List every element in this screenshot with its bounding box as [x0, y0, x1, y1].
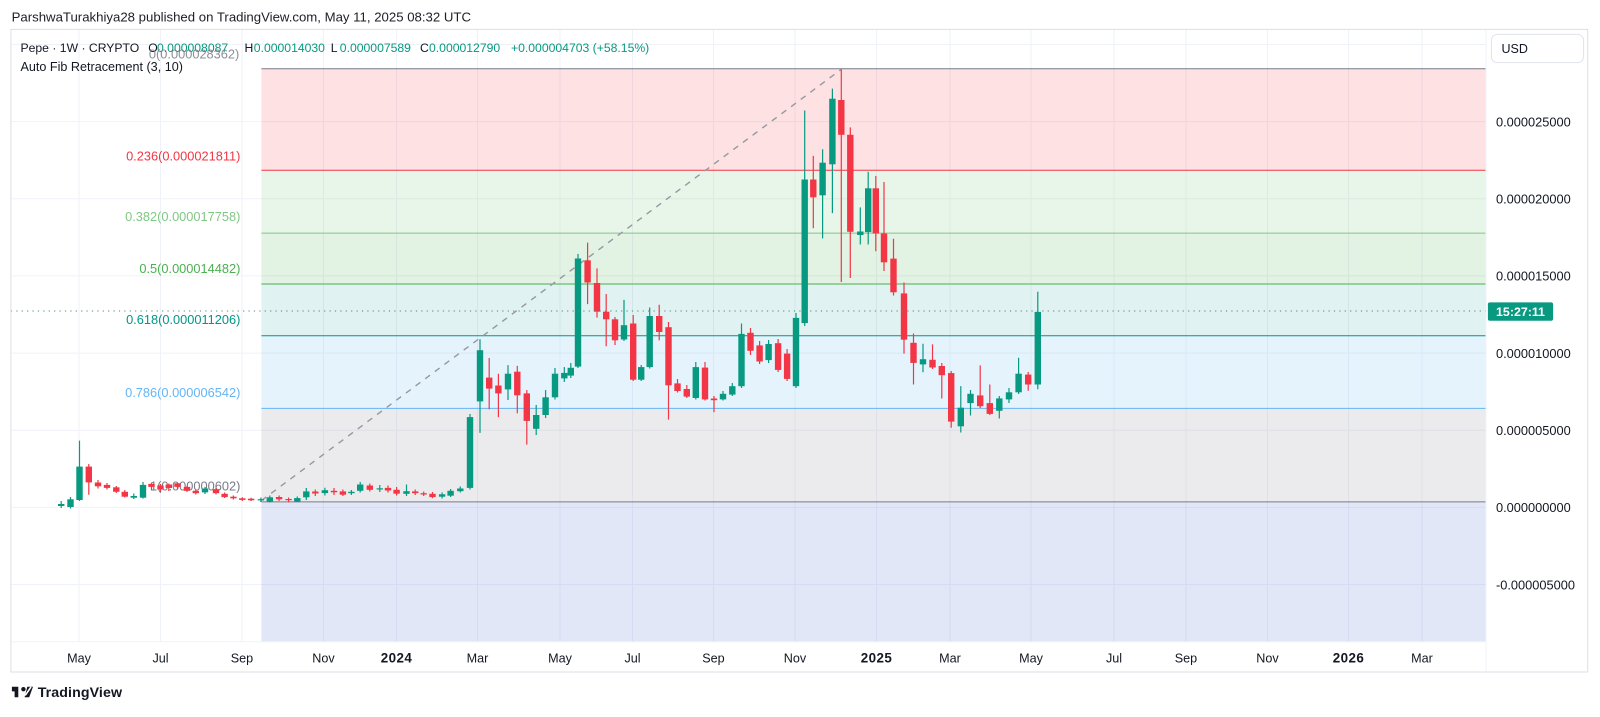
svg-text:Sep: Sep — [231, 651, 253, 665]
svg-text:Jul: Jul — [1106, 651, 1122, 665]
svg-text:May: May — [548, 651, 572, 665]
svg-text:Nov: Nov — [784, 651, 807, 665]
svg-text:ParshwaTurakhiya28 published o: ParshwaTurakhiya28 published on TradingV… — [12, 9, 472, 24]
svg-text:0.382(0.000017758): 0.382(0.000017758) — [125, 209, 240, 224]
svg-text:0.000005000: 0.000005000 — [1496, 423, 1571, 438]
svg-text:0.000007589: 0.000007589 — [340, 41, 411, 55]
svg-text:0.000012790: 0.000012790 — [429, 41, 500, 55]
svg-text:0.000015000: 0.000015000 — [1496, 269, 1571, 284]
svg-text:Pepe · 1W · CRYPTO: Pepe · 1W · CRYPTO — [21, 41, 140, 55]
svg-text:TradingView: TradingView — [38, 685, 123, 701]
svg-text:0.000008087: 0.000008087 — [157, 41, 228, 55]
svg-text:Nov: Nov — [1256, 651, 1279, 665]
svg-text:Mar: Mar — [939, 651, 961, 665]
svg-text:0.000010000: 0.000010000 — [1496, 346, 1571, 361]
svg-text:+0.000004703 (+58.15%): +0.000004703 (+58.15%) — [511, 41, 649, 55]
svg-text:L: L — [331, 41, 338, 55]
svg-text:H: H — [245, 41, 254, 55]
svg-text:Jul: Jul — [152, 651, 168, 665]
svg-text:0.786(0.000006542): 0.786(0.000006542) — [125, 385, 240, 400]
svg-text:2026: 2026 — [1333, 650, 1364, 665]
svg-text:USD: USD — [1502, 42, 1528, 56]
svg-text:0.000025000: 0.000025000 — [1496, 114, 1571, 129]
svg-text:0.618(0.000011206): 0.618(0.000011206) — [126, 312, 240, 327]
svg-text:Auto Fib Retracement (3, 10): Auto Fib Retracement (3, 10) — [21, 60, 183, 74]
svg-text:0.000000000: 0.000000000 — [1496, 500, 1571, 515]
svg-text:0.000020000: 0.000020000 — [1496, 192, 1571, 207]
svg-text:Mar: Mar — [467, 651, 489, 665]
svg-text:C: C — [420, 41, 429, 55]
svg-text:0(0.000028362): 0(0.000028362) — [149, 46, 239, 61]
svg-text:Nov: Nov — [312, 651, 335, 665]
svg-text:-0.000005000: -0.000005000 — [1496, 577, 1575, 592]
svg-text:0.000014030: 0.000014030 — [254, 41, 325, 55]
svg-text:0.236(0.000021811): 0.236(0.000021811) — [126, 148, 240, 163]
svg-text:May: May — [1019, 651, 1043, 665]
svg-text:O: O — [148, 41, 157, 55]
svg-text:2025: 2025 — [861, 650, 893, 665]
svg-text:0.5(0.000014482): 0.5(0.000014482) — [139, 261, 240, 276]
svg-text:Jul: Jul — [624, 651, 640, 665]
svg-text:May: May — [67, 651, 91, 665]
svg-text:Sep: Sep — [1175, 651, 1197, 665]
svg-text:2024: 2024 — [381, 650, 413, 665]
svg-text:Sep: Sep — [702, 651, 724, 665]
svg-text:Mar: Mar — [1411, 651, 1433, 665]
svg-text:15:27:11: 15:27:11 — [1496, 305, 1545, 319]
